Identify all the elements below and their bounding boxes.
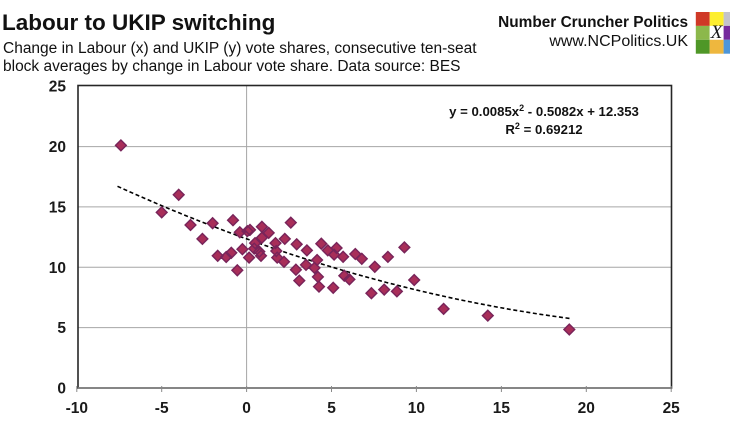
svg-text:25: 25 bbox=[663, 400, 681, 417]
svg-text:R2 = 0.69212: R2 = 0.69212 bbox=[505, 121, 582, 137]
svg-text:10: 10 bbox=[408, 400, 425, 417]
svg-text:25: 25 bbox=[49, 79, 67, 96]
svg-text:20: 20 bbox=[578, 400, 595, 417]
svg-text:y = 0.0085x2 - 0.5082x + 12.35: y = 0.0085x2 - 0.5082x + 12.353 bbox=[449, 103, 639, 119]
svg-text:20: 20 bbox=[49, 139, 66, 156]
svg-text:5: 5 bbox=[57, 320, 66, 337]
svg-text:10: 10 bbox=[49, 260, 66, 277]
svg-text:0: 0 bbox=[57, 381, 66, 398]
svg-text:5: 5 bbox=[327, 400, 336, 417]
svg-text:15: 15 bbox=[49, 199, 67, 216]
svg-text:0: 0 bbox=[242, 400, 251, 417]
svg-text:-5: -5 bbox=[155, 400, 169, 417]
svg-text:X: X bbox=[710, 22, 724, 43]
svg-text:15: 15 bbox=[493, 400, 511, 417]
svg-text:-10: -10 bbox=[66, 400, 88, 417]
